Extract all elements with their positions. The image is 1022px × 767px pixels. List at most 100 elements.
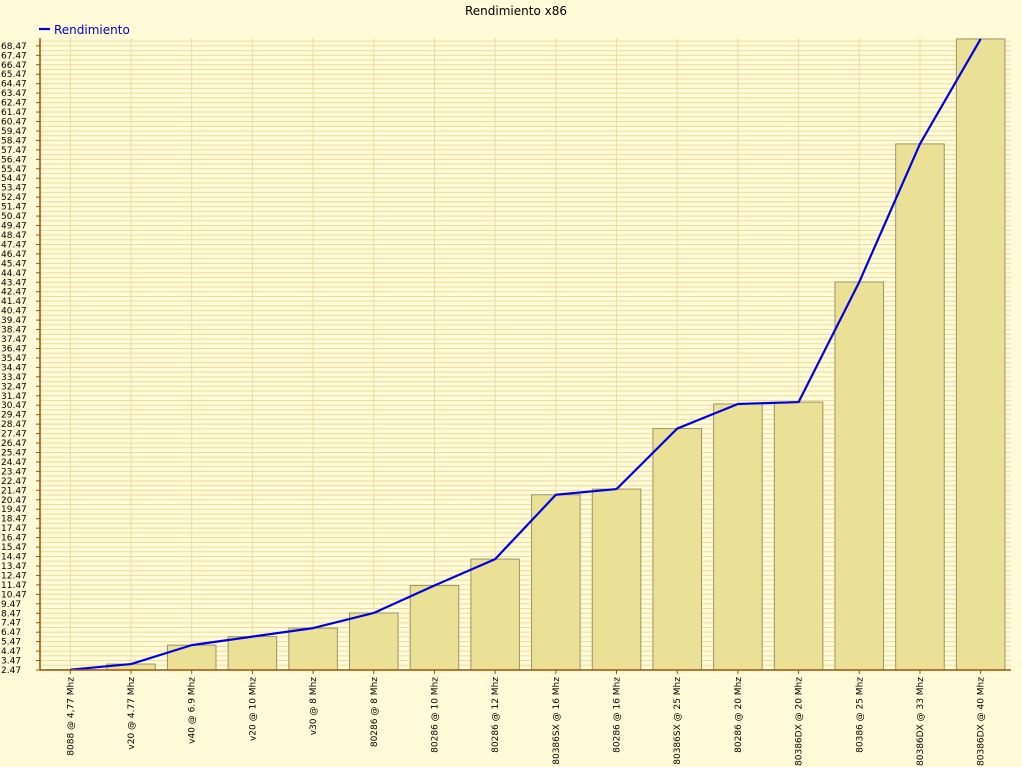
y-tick-label: 39.47 (1, 316, 27, 326)
x-tick-label: 80286 @ 12 Mhz (491, 677, 501, 753)
y-tick-label: 33.47 (1, 373, 27, 383)
x-tick-label: 80286 @ 10 Mhz (430, 677, 440, 753)
x-tick-label: 80386DX @ 20 Mhz (795, 677, 805, 766)
x-tick-label: 80286 @ 16 Mhz (613, 677, 623, 753)
y-tick-label: 62.47 (1, 99, 27, 109)
y-tick-label: 56.47 (1, 155, 27, 165)
y-tick-label: 9.47 (1, 600, 21, 610)
y-tick-label: 10.47 (1, 590, 27, 600)
y-tick-label: 12.47 (1, 571, 27, 581)
bar (288, 627, 338, 671)
x-tick-label: 80386SX @ 25 Mhz (673, 677, 683, 765)
legend: Rendimiento (39, 23, 130, 37)
bar (409, 585, 460, 671)
bars (45, 38, 1006, 671)
y-tick-label: 53.47 (1, 184, 27, 194)
y-tick-label: 26.47 (1, 439, 27, 449)
y-axis-ticks: 2.473.474.475.476.477.478.479.4710.4711.… (1, 42, 40, 676)
x-tick-label: v20 @ 10 Mhz (248, 677, 258, 741)
y-tick-label: 6.47 (1, 628, 21, 638)
y-tick-label: 43.47 (1, 278, 27, 288)
bar (713, 403, 763, 671)
y-tick-label: 64.47 (1, 80, 27, 90)
y-tick-label: 35.47 (1, 354, 27, 364)
x-tick-label: 8088 @ 4,77 Mhz (66, 677, 76, 756)
y-tick-label: 7.47 (1, 619, 21, 629)
y-tick-label: 17.47 (1, 524, 27, 534)
y-tick-label: 44.47 (1, 269, 27, 279)
bar (349, 612, 399, 671)
y-tick-label: 65.47 (1, 70, 27, 80)
y-tick-label: 29.47 (1, 411, 27, 421)
y-tick-label: 19.47 (1, 505, 27, 515)
y-tick-label: 37.47 (1, 335, 27, 345)
y-tick-label: 60.47 (1, 118, 27, 128)
y-tick-label: 63.47 (1, 89, 27, 99)
y-tick-label: 41.47 (1, 297, 27, 307)
legend-label: Rendimiento (54, 23, 130, 37)
y-tick-label: 68.47 (1, 42, 27, 52)
bar (895, 143, 945, 671)
y-tick-label: 36.47 (1, 344, 27, 354)
bar (773, 401, 824, 671)
bar (166, 644, 217, 671)
y-tick-label: 42.47 (1, 288, 27, 298)
bar (531, 494, 581, 671)
y-tick-label: 49.47 (1, 222, 27, 232)
y-tick-label: 38.47 (1, 326, 27, 336)
y-tick-label: 25.47 (1, 448, 27, 458)
x-tick-label: v20 @ 4.77 Mhz (127, 677, 137, 750)
y-tick-label: 14.47 (1, 553, 27, 563)
chart-title: Rendimiento x86 (465, 4, 567, 18)
y-tick-label: 23.47 (1, 467, 27, 477)
y-tick-label: 48.47 (1, 231, 27, 241)
y-tick-label: 46.47 (1, 250, 27, 260)
y-tick-label: 28.47 (1, 420, 27, 430)
y-tick-label: 13.47 (1, 562, 27, 572)
series-line (70, 38, 982, 671)
x-tick-label: 80386DX @ 33 Mhz (916, 677, 926, 766)
x-tick-label: 80386SX @ 16 Mhz (552, 677, 562, 765)
y-tick-label: 31.47 (1, 392, 27, 402)
axes (39, 38, 1011, 671)
y-tick-label: 54.47 (1, 174, 27, 184)
y-tick-label: 4.47 (1, 647, 21, 657)
y-tick-label: 52.47 (1, 193, 27, 203)
y-tick-label: 16.47 (1, 534, 27, 544)
y-tick-label: 8.47 (1, 609, 21, 619)
y-tick-label: 59.47 (1, 127, 27, 137)
y-tick-label: 15.47 (1, 543, 27, 553)
y-tick-label: 30.47 (1, 401, 27, 411)
x-tick-label: 80286 @ 8 Mhz (370, 677, 380, 747)
y-tick-label: 5.47 (1, 638, 21, 648)
y-tick-label: 40.47 (1, 307, 27, 317)
x-axis-ticks: 8088 @ 4,77 Mhz v20 @ 4.77 Mhz v40 @ 6.9 M… (66, 670, 987, 766)
y-tick-label: 47.47 (1, 240, 27, 250)
x-tick-label: 80286 @ 20 Mhz (734, 677, 744, 753)
y-tick-label: 3.47 (1, 657, 21, 667)
x-tick-label: v40 @ 6.9 Mhz (188, 677, 198, 744)
y-tick-label: 66.47 (1, 61, 27, 71)
y-tick-label: 61.47 (1, 108, 27, 118)
y-tick-label: 20.47 (1, 496, 27, 506)
y-tick-label: 32.47 (1, 382, 27, 392)
y-tick-label: 57.47 (1, 146, 27, 156)
x-tick-label: v30 @ 8 Mhz (309, 677, 319, 736)
y-tick-label: 27.47 (1, 430, 27, 440)
bar (227, 636, 278, 671)
y-tick-label: 24.47 (1, 458, 27, 468)
y-tick-label: 45.47 (1, 259, 27, 269)
bar (652, 428, 702, 671)
x-tick-label: 80386 @ 25 Mhz (855, 677, 865, 753)
y-tick-label: 51.47 (1, 203, 27, 213)
y-tick-label: 11.47 (1, 581, 27, 591)
y-tick-label: 55.47 (1, 165, 27, 175)
y-tick-label: 34.47 (1, 363, 27, 373)
bar (470, 558, 520, 671)
bar (591, 488, 642, 671)
y-tick-label: 67.47 (1, 51, 27, 61)
y-tick-label: 18.47 (1, 515, 27, 525)
y-tick-label: 22.47 (1, 477, 27, 487)
y-tick-label: 58.47 (1, 136, 27, 146)
